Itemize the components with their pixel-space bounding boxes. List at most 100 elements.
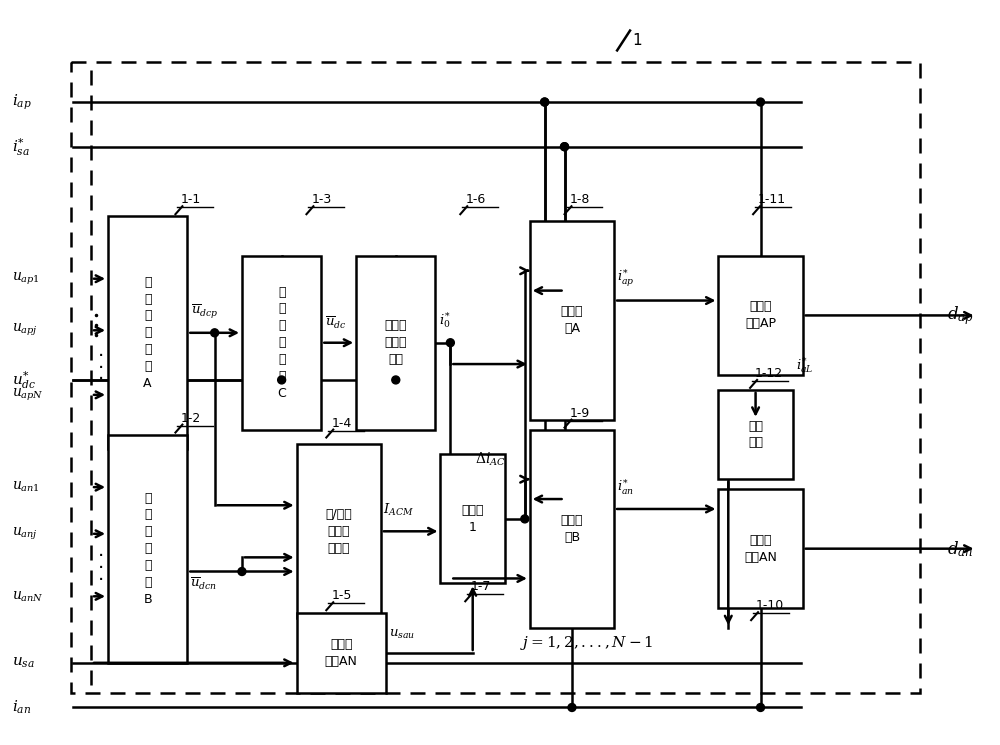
- Text: 电压控: 电压控: [385, 336, 407, 349]
- Text: $u_{anj}$: $u_{anj}$: [12, 526, 38, 542]
- Text: $\Delta i_{AC}$: $\Delta i_{AC}$: [475, 451, 506, 468]
- Bar: [718, 256, 803, 375]
- Text: $I_{ACM}$: $I_{ACM}$: [383, 502, 414, 519]
- Text: $i_{sa}^{*}$: $i_{sa}^{*}$: [12, 136, 30, 158]
- Bar: [297, 445, 381, 618]
- Text: 均: 均: [144, 309, 151, 323]
- Text: 控制器: 控制器: [327, 542, 350, 555]
- Circle shape: [278, 376, 286, 384]
- Text: 电流控: 电流控: [749, 533, 772, 547]
- Text: $i_{ap}^{*}$: $i_{ap}^{*}$: [617, 267, 635, 288]
- Text: 1-2: 1-2: [180, 411, 201, 425]
- Text: 元: 元: [144, 360, 151, 373]
- Text: C: C: [277, 387, 286, 400]
- Text: 求: 求: [144, 492, 151, 504]
- Text: 1-12: 1-12: [755, 367, 783, 380]
- Text: $\overline{u}_{dcn}$: $\overline{u}_{dcn}$: [190, 575, 217, 592]
- Text: 1-7: 1-7: [470, 580, 491, 593]
- Text: 平: 平: [278, 302, 285, 315]
- Circle shape: [757, 98, 765, 106]
- Text: $i_0^{*}$: $i_0^{*}$: [439, 310, 451, 330]
- Text: 1-9: 1-9: [569, 407, 590, 419]
- Text: $d_{an}$: $d_{an}$: [947, 539, 973, 559]
- Text: 均: 均: [278, 320, 285, 332]
- Text: 乘法器: 乘法器: [461, 504, 484, 517]
- Bar: [356, 256, 435, 430]
- Text: 运算单: 运算单: [561, 514, 583, 527]
- Circle shape: [568, 703, 576, 711]
- Text: $\overline{u}_{dcp}$: $\overline{u}_{dcp}$: [191, 302, 219, 321]
- Text: 值: 值: [144, 542, 151, 555]
- Bar: [108, 216, 187, 449]
- Circle shape: [561, 143, 568, 150]
- Circle shape: [211, 329, 219, 337]
- Text: 1-6: 1-6: [465, 193, 486, 206]
- Circle shape: [757, 703, 765, 711]
- Text: $u_{ap1}$: $u_{ap1}$: [12, 270, 40, 287]
- Bar: [108, 434, 187, 663]
- Text: 1-5: 1-5: [331, 589, 352, 602]
- Text: ·: ·: [98, 571, 104, 590]
- Text: 总电容: 总电容: [385, 320, 407, 332]
- Text: 单元AN: 单元AN: [325, 655, 358, 668]
- Bar: [530, 221, 614, 419]
- Text: ·: ·: [98, 346, 104, 366]
- Text: 上/下桥: 上/下桥: [325, 508, 352, 521]
- Text: ·: ·: [98, 547, 104, 566]
- Text: $u_{sa}$: $u_{sa}$: [12, 656, 35, 670]
- Text: 制器: 制器: [388, 353, 403, 366]
- Text: 均: 均: [144, 525, 151, 539]
- Text: 制器AP: 制器AP: [745, 317, 776, 330]
- Circle shape: [238, 568, 246, 575]
- Circle shape: [541, 98, 549, 106]
- Text: $j=1,2,...,N-1$: $j=1,2,...,N-1$: [520, 634, 653, 652]
- Text: 元B: 元B: [564, 530, 580, 544]
- Text: 元A: 元A: [564, 323, 580, 335]
- Text: 平: 平: [144, 293, 151, 305]
- Text: A: A: [143, 377, 152, 390]
- Text: 1-3: 1-3: [311, 193, 332, 206]
- Text: 求: 求: [144, 276, 151, 288]
- Text: 求: 求: [278, 285, 285, 299]
- Bar: [71, 63, 920, 693]
- Bar: [718, 489, 803, 608]
- Text: 1-8: 1-8: [569, 193, 590, 206]
- Circle shape: [541, 98, 549, 106]
- Circle shape: [561, 143, 568, 150]
- Text: 单: 单: [144, 559, 151, 572]
- Text: $\overline{u}_{dc}$: $\overline{u}_{dc}$: [325, 314, 347, 331]
- Circle shape: [392, 376, 400, 384]
- Text: 电流控: 电流控: [749, 300, 772, 314]
- Circle shape: [521, 515, 529, 523]
- Text: 值: 值: [144, 326, 151, 339]
- Text: 归一化: 归一化: [330, 638, 352, 651]
- Circle shape: [446, 339, 454, 346]
- Bar: [297, 613, 386, 693]
- Text: 制器AN: 制器AN: [744, 551, 777, 564]
- Text: 单: 单: [144, 343, 151, 356]
- Text: $i_{an}$: $i_{an}$: [12, 699, 31, 716]
- Text: 1-10: 1-10: [756, 599, 784, 612]
- Text: 1: 1: [469, 521, 477, 534]
- Bar: [440, 454, 505, 583]
- Text: 1-11: 1-11: [758, 193, 786, 206]
- Text: $u_{anN}$: $u_{anN}$: [12, 589, 43, 603]
- Text: 单: 单: [278, 353, 285, 366]
- Text: 环流: 环流: [748, 419, 763, 433]
- Text: ·: ·: [98, 370, 104, 390]
- Text: $u_{an1}$: $u_{an1}$: [12, 480, 40, 495]
- Text: 1: 1: [632, 33, 642, 48]
- Text: $u_{dc}^{*}$: $u_{dc}^{*}$: [12, 369, 36, 391]
- Text: 值: 值: [278, 336, 285, 349]
- Text: $d_{ap}$: $d_{ap}$: [947, 304, 973, 327]
- Text: 元: 元: [278, 370, 285, 383]
- Text: 1-1: 1-1: [180, 193, 201, 206]
- Text: 1-4: 1-4: [331, 416, 352, 430]
- Text: $u_{sau}$: $u_{sau}$: [389, 628, 415, 641]
- Bar: [718, 390, 793, 479]
- Text: 臂平衡: 臂平衡: [327, 524, 350, 538]
- Text: 元: 元: [144, 576, 151, 589]
- Text: ·: ·: [98, 559, 104, 578]
- Bar: [242, 256, 321, 430]
- Bar: [530, 430, 614, 628]
